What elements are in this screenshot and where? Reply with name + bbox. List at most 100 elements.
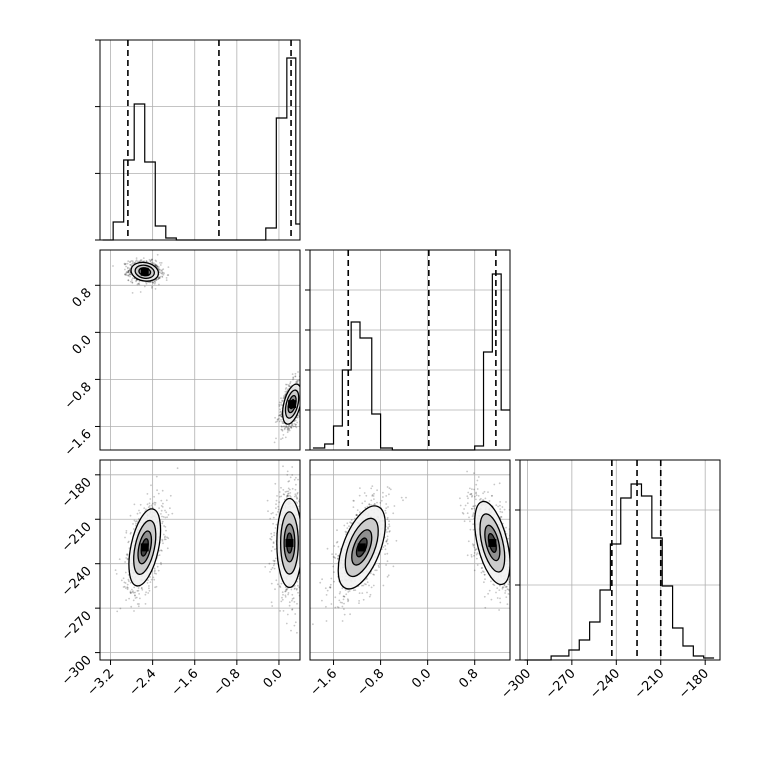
scatter-point [347,591,350,593]
scatter-point [332,565,335,568]
scatter-point [272,541,275,544]
scatter-point [289,492,292,494]
scatter-point [286,587,289,590]
scatter-point [365,578,368,580]
scatter-point [127,274,130,277]
scatter-point [136,283,139,286]
scatter-point [284,393,287,396]
scatter-point [154,569,156,572]
scatter-point [132,591,135,594]
scatter-point [280,413,283,416]
scatter-point [127,269,130,272]
scatter-point [343,608,345,610]
scatter-point [470,555,473,558]
scatter-point [334,596,337,599]
scatter-point [128,269,131,272]
scatter-point [297,478,299,481]
scatter-point [498,482,501,485]
scatter-point [165,279,168,281]
scatter-point [165,511,168,514]
scatter-point [273,567,276,570]
scatter-points [114,465,300,634]
scatter-point [131,263,133,265]
scatter-point [127,557,129,560]
scatter-point [284,426,287,429]
scatter-point [274,482,277,485]
scatter-point [372,495,375,497]
histogram-panel-0 [95,39,301,241]
scatter-point [366,581,369,584]
scatter-point [284,390,287,393]
scatter-point [291,487,294,490]
scatter-point [155,278,158,281]
scatter-point [140,587,143,589]
scatter-point [353,500,355,502]
scatter-point [148,587,150,590]
scatter-point [272,516,275,519]
scatter-point [151,258,153,261]
scatter-point [131,277,134,279]
scatter-point [284,590,287,593]
scatter-point [127,541,130,544]
density-peak [357,543,366,552]
scatter-point [296,416,299,419]
scatter-point [286,474,289,476]
scatter-point [124,571,127,574]
scatter-point [370,504,372,506]
scatter-point [133,610,135,612]
scatter-point [286,428,289,431]
scatter-point [281,437,284,440]
scatter-point [296,631,298,634]
scatter-point [129,261,131,264]
scatter-point [124,263,127,266]
scatter-point [296,379,299,382]
scatter-point [466,470,468,473]
scatter-point [163,536,166,539]
scatter-point [146,493,149,495]
scatter-point [157,278,160,280]
scatter-point [281,429,284,432]
scatter-point [365,583,367,586]
scatter-point [126,267,129,270]
scatter-point [127,279,130,282]
scatter-point [471,507,473,510]
scatter-point [470,554,473,556]
scatter-point [358,602,360,604]
scatter-point [127,271,129,274]
scatter-point [167,537,170,540]
scatter-point [162,268,165,271]
scatter-point [161,549,163,552]
scatter-point [333,556,336,559]
scatter-point [155,585,158,588]
scatter-point [378,562,381,565]
scatter-point [291,593,294,596]
scatter-point [288,427,291,430]
scatter-point [276,418,279,421]
scatter-point [157,569,160,572]
scatter-point [146,582,149,584]
scatter-point [345,593,348,596]
scatter-point [289,425,292,428]
scatter-point [149,581,152,583]
scatter-point [290,588,293,591]
scatter-point [131,281,134,284]
scatter-point [343,602,345,605]
scatter-point [277,417,280,420]
scatter-point [130,605,133,608]
scatter-point [384,509,387,512]
scatter-point [151,281,154,284]
scatter-point [131,279,133,281]
scatter-point [162,516,165,518]
scatter-point [139,512,141,514]
scatter-point [151,285,153,288]
scatter-point [123,263,126,266]
scatter-point [277,508,280,511]
scatter-point [138,283,141,286]
scatter-point [338,599,341,602]
scatter-point [139,503,142,506]
scatter-point [115,573,118,575]
scatter-point [289,476,292,479]
scatter-point [483,581,485,584]
scatter-point [145,282,148,285]
